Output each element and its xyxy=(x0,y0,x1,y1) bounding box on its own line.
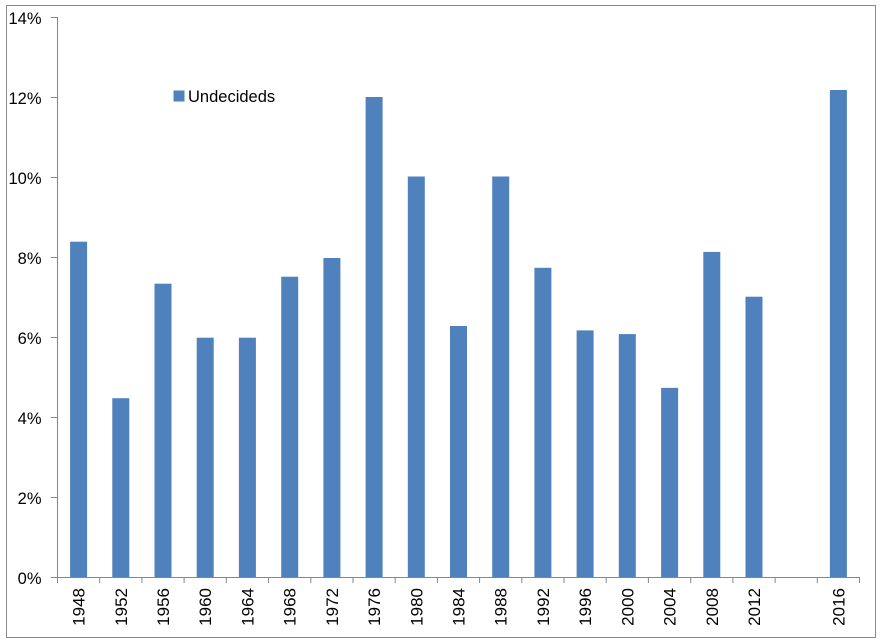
svg-text:1976: 1976 xyxy=(365,588,384,626)
svg-text:2004: 2004 xyxy=(661,588,680,626)
svg-text:0%: 0% xyxy=(18,570,42,588)
svg-text:1952: 1952 xyxy=(112,588,131,626)
svg-text:1972: 1972 xyxy=(323,588,342,626)
svg-text:1948: 1948 xyxy=(70,588,89,626)
svg-text:2008: 2008 xyxy=(703,588,722,626)
svg-text:1984: 1984 xyxy=(450,588,469,626)
svg-text:10%: 10% xyxy=(8,170,41,188)
svg-text:1992: 1992 xyxy=(534,588,553,626)
svg-text:8%: 8% xyxy=(18,250,42,268)
svg-text:2%: 2% xyxy=(18,490,42,508)
svg-text:2012: 2012 xyxy=(745,588,764,626)
svg-text:12%: 12% xyxy=(8,90,41,108)
svg-text:1988: 1988 xyxy=(492,588,511,626)
svg-text:1968: 1968 xyxy=(281,588,300,626)
svg-text:1996: 1996 xyxy=(576,588,595,626)
svg-text:Undecideds: Undecideds xyxy=(188,88,275,106)
svg-text:2016: 2016 xyxy=(829,588,848,626)
svg-text:1956: 1956 xyxy=(154,588,173,626)
svg-text:6%: 6% xyxy=(18,330,42,348)
svg-text:2000: 2000 xyxy=(618,588,637,626)
svg-text:1980: 1980 xyxy=(407,588,426,626)
svg-text:1964: 1964 xyxy=(238,588,257,626)
svg-text:14%: 14% xyxy=(8,10,41,28)
svg-text:4%: 4% xyxy=(18,410,42,428)
svg-text:1960: 1960 xyxy=(196,588,215,626)
